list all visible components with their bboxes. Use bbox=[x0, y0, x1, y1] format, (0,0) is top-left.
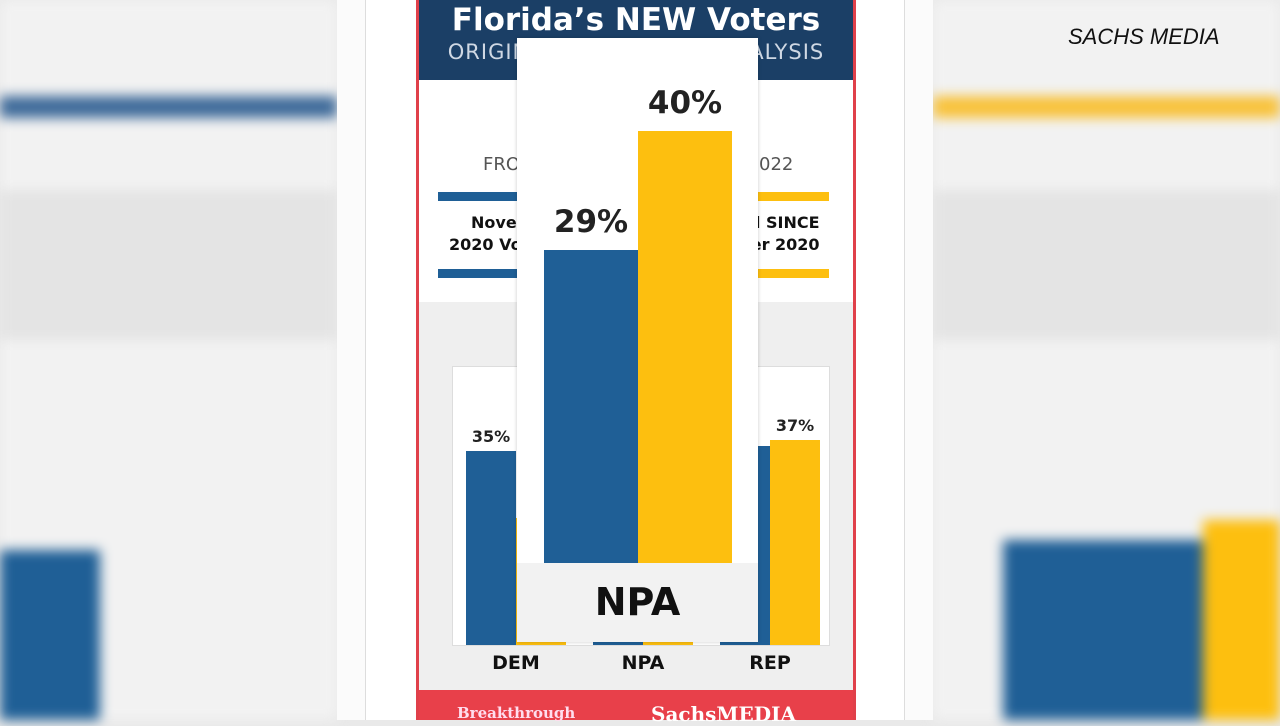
zoom-data-label: 40% bbox=[647, 85, 723, 121]
category-label: NPA bbox=[621, 652, 665, 674]
blurred-background-right bbox=[933, 0, 1280, 720]
footer: Breakthrough SachsMEDIA bbox=[419, 690, 853, 726]
legend-swatch-yellow bbox=[709, 192, 829, 201]
data-label: 35% bbox=[471, 427, 511, 447]
bar-dem-0 bbox=[466, 451, 516, 645]
from-text-left: FRO bbox=[483, 154, 521, 175]
category-label: DEM bbox=[492, 652, 540, 674]
legend-swatch-blue bbox=[438, 192, 558, 201]
legend-text-blue: Nove 2020 Vo bbox=[449, 213, 522, 254]
zoom-bar-1 bbox=[638, 131, 732, 563]
from-text-right: 022 bbox=[759, 154, 794, 175]
data-label: 37% bbox=[775, 416, 815, 436]
footer-right-logo: SachsMEDIA bbox=[651, 702, 796, 726]
footer-left-logo: Breakthrough bbox=[457, 704, 576, 722]
category-label: REP bbox=[749, 652, 791, 674]
watermark: SACHS MEDIA bbox=[1068, 24, 1220, 49]
bar-rep-1 bbox=[770, 440, 820, 645]
legend-swatch-yellow bbox=[709, 269, 829, 278]
infographic-title: Florida’s NEW Voters bbox=[451, 2, 821, 38]
subtitle-right: ALYSIS bbox=[749, 40, 825, 64]
zoom-bar-0 bbox=[544, 249, 638, 563]
zoom-callout: NPA 29% 40% bbox=[517, 38, 758, 642]
zoom-category-label: NPA bbox=[517, 563, 758, 642]
subtitle: ORIGIN ALYSIS bbox=[419, 40, 853, 64]
zoom-data-label: 29% bbox=[553, 203, 629, 240]
legend-swatch-blue bbox=[438, 269, 558, 278]
subtitle-left: ORIGIN bbox=[447, 40, 530, 64]
legend-text-yellow: d SINCE er 2020 bbox=[749, 213, 820, 254]
blurred-background-left bbox=[0, 0, 337, 720]
